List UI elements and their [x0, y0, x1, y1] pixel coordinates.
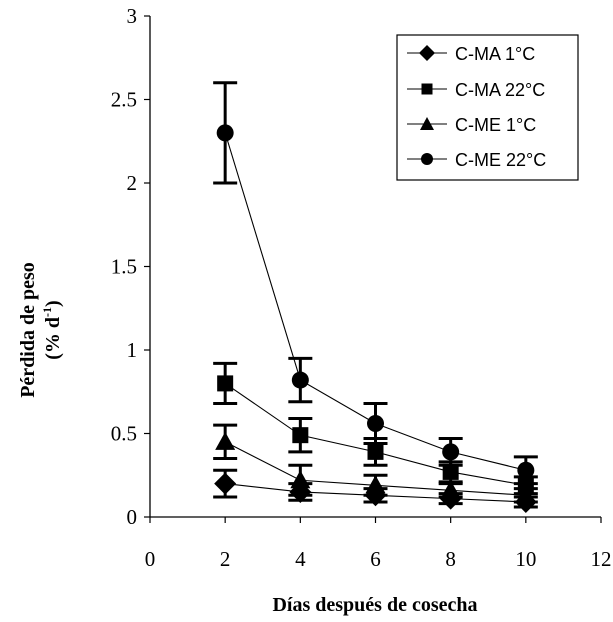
x-tick-label: 2	[220, 547, 231, 571]
y-tick-label: 2.5	[111, 88, 137, 112]
y-tick-label: 3	[127, 4, 138, 28]
data-point	[216, 124, 234, 142]
legend-diamond-marker	[419, 45, 435, 61]
legend-label: C-MA 22°C	[455, 80, 545, 100]
data-point	[365, 475, 386, 494]
legend-square-marker	[421, 83, 433, 95]
y-axis-title: Pérdida de peso (% d-1)	[17, 262, 64, 398]
series-marks	[213, 81, 538, 513]
data-point	[292, 427, 309, 444]
data-point	[214, 472, 237, 495]
data-point	[367, 414, 384, 432]
data-point	[517, 461, 535, 479]
y-axis-title-close: )	[42, 300, 64, 307]
x-axis-title: Días después de cosecha	[272, 594, 477, 616]
legend-entry: C-MA 1°C	[407, 44, 535, 64]
legend-entry: C-MA 22°C	[407, 80, 545, 100]
legend-entry: C-ME 1°C	[407, 115, 536, 135]
legend: C-MA 1°C C-MA 22°C C-ME 1°C C-ME 22°C	[396, 34, 579, 181]
y-tick-label: 2	[127, 171, 138, 195]
svg-text:Pérdida de peso: Pérdida de peso	[17, 262, 39, 398]
x-tick-label: 0	[145, 547, 156, 571]
data-point	[215, 431, 236, 450]
y-tick-label: 0.5	[111, 422, 137, 446]
legend-circle-marker	[421, 153, 433, 165]
x-tick-label: 6	[370, 547, 381, 571]
series-circle	[213, 81, 538, 486]
y-axis-title-line1: Pérdida de peso	[17, 262, 39, 398]
x-tick-label: 8	[445, 547, 456, 571]
y-tick-label: 1.5	[111, 255, 137, 279]
y-tick-label: 0	[127, 505, 138, 529]
legend-label: C-ME 1°C	[455, 115, 536, 135]
plot-area: 0 0.5 1 1.5 2 2.5 3 0 2 4 6 8 10 12	[111, 4, 612, 571]
y-axis-title-superscript: -1	[40, 307, 54, 317]
data-point	[367, 443, 384, 460]
data-point	[442, 443, 460, 461]
data-point	[442, 463, 459, 480]
legend-label: C-ME 22°C	[455, 150, 546, 170]
legend-triangle-marker	[420, 117, 434, 130]
svg-text:(% d-1): (% d-1)	[40, 300, 64, 359]
data-point	[515, 485, 536, 504]
data-point	[440, 480, 461, 499]
y-axis-title-line2: (% d	[42, 317, 64, 360]
x-tick-label: 4	[295, 547, 306, 571]
y-tick-label: 1	[127, 338, 138, 362]
x-tick-label: 10	[515, 547, 536, 571]
data-point	[291, 371, 309, 389]
legend-entry: C-ME 22°C	[407, 150, 546, 170]
series-triangle	[213, 423, 538, 504]
x-tick-label: 12	[591, 547, 612, 571]
data-point	[290, 470, 311, 489]
data-point	[217, 375, 234, 392]
legend-label: C-MA 1°C	[455, 44, 535, 64]
